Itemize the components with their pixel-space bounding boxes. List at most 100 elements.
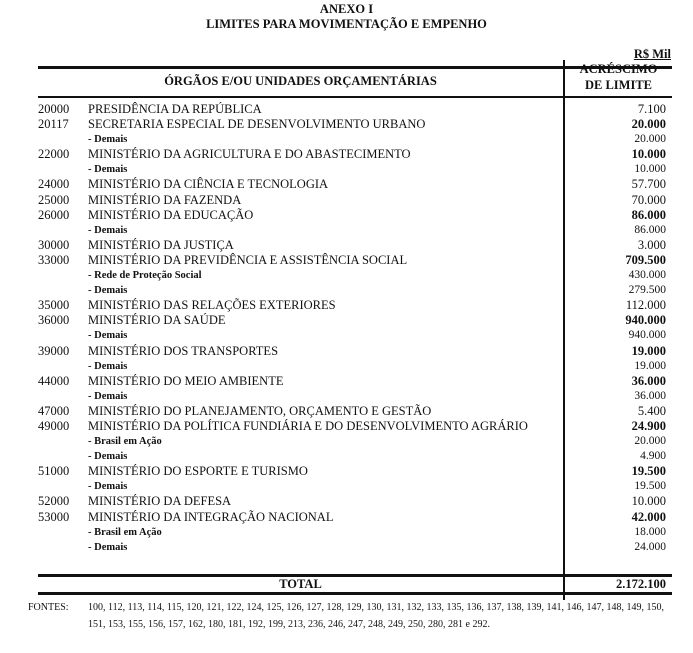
annex-subtitle: LIMITES PARA MOVIMENTAÇÃO E EMPENHO <box>206 17 487 31</box>
row-name: MINISTÉRIO DA EDUCAÇÃO <box>88 207 254 222</box>
row-code: 22000 <box>38 147 70 162</box>
table-row: 33000 MINISTÉRIO DA PREVIDÊNCIA E ASSISTÊ… <box>38 253 672 268</box>
column-header-value-line1: ACRÉSCIMO <box>579 62 658 76</box>
table-row: 36000 MINISTÉRIO DA SAÚDE 940.000 <box>38 313 672 328</box>
table-row: 44000 MINISTÉRIO DO MEIO AMBIENTE 36.000 <box>38 374 672 389</box>
row-value: 279.500 <box>628 284 666 297</box>
table-row: 25000 MINISTÉRIO DA FAZENDA 70.000 <box>38 193 672 208</box>
row-name: MINISTÉRIO DO MEIO AMBIENTE <box>88 373 284 388</box>
row-value: 36.000 <box>634 389 666 402</box>
row-code: 47000 <box>38 403 70 418</box>
row-name: - Demais <box>88 224 128 236</box>
row-code: 20000 <box>38 102 70 116</box>
row-name: MINISTÉRIO DA AGRICULTURA E DO ABASTECIM… <box>88 147 411 162</box>
table-subrow: - Brasil em Ação 20.000 <box>38 434 672 449</box>
total-label: TOTAL <box>279 577 322 591</box>
row-name: MINISTÉRIO DA DEFESA <box>88 494 232 509</box>
row-value: 19.500 <box>634 480 666 493</box>
row-name: - Brasil em Ação <box>88 436 162 448</box>
table-subrow: - Demais 279.500 <box>38 283 672 298</box>
row-value: 36.000 <box>631 373 666 388</box>
row-name: MINISTÉRIO DA POLÍTICA FUNDIÁRIA E DO DE… <box>88 418 528 433</box>
row-name: - Demais <box>88 451 128 463</box>
annex-title: ANEXO I <box>319 2 374 16</box>
row-name: MINISTÉRIO DAS RELAÇÕES EXTERIORES <box>88 298 336 313</box>
row-name: - Demais <box>88 164 128 176</box>
row-name: PRESIDÊNCIA DA REPÚBLICA <box>88 102 262 116</box>
table-subrow: - Demais 940.000 <box>38 328 672 343</box>
table-subrow: - Demais 20.000 <box>38 132 672 147</box>
row-value: 70.000 <box>631 192 666 207</box>
row-name: - Demais <box>88 541 128 553</box>
table-subrow: - Demais 36.000 <box>38 389 672 404</box>
row-value: 10.000 <box>631 147 666 162</box>
row-name: - Demais <box>88 330 128 342</box>
table-row: 53000 MINISTÉRIO DA INTEGRAÇÃO NACIONAL 42… <box>38 510 672 525</box>
row-name: - Demais <box>88 481 128 493</box>
table-body: 20000 PRESIDÊNCIA DA REPÚBLICA 7.100 20117 S… <box>38 102 672 555</box>
column-header-org: ÓRGÃOS E/OU UNIDADES ORÇAMENTÁRIAS <box>164 74 437 88</box>
row-value: 112.000 <box>625 298 666 313</box>
row-value: 7.100 <box>637 102 666 116</box>
row-value: 42.000 <box>631 509 666 524</box>
row-value: 18.000 <box>634 525 666 538</box>
row-value: 86.000 <box>631 207 666 222</box>
row-name: MINISTÉRIO DO PLANEJAMENTO, ORÇAMENTO E … <box>88 403 432 418</box>
table-row: 20000 PRESIDÊNCIA DA REPÚBLICA 7.100 <box>38 102 672 117</box>
row-name: - Demais <box>88 360 128 372</box>
table-top-rule <box>38 66 672 69</box>
table-subrow: - Demais 19.500 <box>38 479 672 494</box>
row-name: SECRETARIA ESPECIAL DE DESENVOLVIMENTO U… <box>88 117 426 132</box>
header-bottom-rule <box>38 96 672 98</box>
table-row: 51000 MINISTÉRIO DO ESPORTE E TURISMO 19.5… <box>38 464 672 479</box>
row-value: 10.000 <box>631 494 666 509</box>
row-value: 940.000 <box>628 329 666 342</box>
row-name: MINISTÉRIO DOS TRANSPORTES <box>88 343 279 358</box>
table-subrow: - Rede de Proteção Social 430.000 <box>38 268 672 283</box>
fontes-line-1: 100, 112, 113, 114, 115, 120, 121, 122, … <box>88 602 665 613</box>
table-subrow: - Demais 10.000 <box>38 162 672 177</box>
row-code: 20117 <box>38 117 69 132</box>
fontes-label: FONTES: <box>28 602 69 613</box>
table-row: 20117 SECRETARIA ESPECIAL DE DESENVOLVIME… <box>38 117 672 132</box>
table-row: 22000 MINISTÉRIO DA AGRICULTURA E DO ABAS… <box>38 147 672 162</box>
row-value: 24.000 <box>634 540 666 553</box>
row-code: 36000 <box>38 313 70 328</box>
table-subrow: - Demais 4.900 <box>38 449 672 464</box>
row-name: - Demais <box>88 285 128 297</box>
row-code: 53000 <box>38 509 70 524</box>
table-row: 52000 MINISTÉRIO DA DEFESA 10.000 <box>38 494 672 509</box>
row-value: 940.000 <box>625 313 666 328</box>
row-value: 4.900 <box>640 450 666 463</box>
row-code: 51000 <box>38 464 70 479</box>
row-value: 86.000 <box>634 223 666 236</box>
total-bottom-rule <box>38 592 672 595</box>
row-code: 39000 <box>38 343 70 358</box>
row-value: 20.000 <box>634 133 666 146</box>
table-row: 26000 MINISTÉRIO DA EDUCAÇÃO 86.000 <box>38 208 672 223</box>
row-value: 709.500 <box>625 252 666 267</box>
row-code: 35000 <box>38 298 70 313</box>
row-name: - Demais <box>88 390 128 402</box>
row-code: 25000 <box>38 192 70 207</box>
column-divider <box>563 60 565 600</box>
row-name: MINISTÉRIO DO ESPORTE E TURISMO <box>88 464 308 479</box>
row-value: 57.700 <box>631 177 666 192</box>
column-header-value-line2: DE LIMITE <box>584 78 653 92</box>
row-code: 33000 <box>38 252 70 267</box>
fontes-line-2: 151, 153, 155, 156, 157, 162, 180, 181, … <box>88 619 490 630</box>
total-value: 2.172.100 <box>616 577 666 591</box>
row-code: 24000 <box>38 177 70 192</box>
row-value: 20.000 <box>634 435 666 448</box>
row-value: 19.000 <box>634 359 666 372</box>
row-code: 49000 <box>38 418 70 433</box>
row-name: - Demais <box>88 134 128 146</box>
total-top-rule <box>38 574 672 577</box>
row-value: 5.400 <box>637 403 666 418</box>
row-value: 10.000 <box>634 163 666 176</box>
row-value: 19.500 <box>631 464 666 479</box>
row-value: 20.000 <box>631 117 666 132</box>
row-name: MINISTÉRIO DA JUSTIÇA <box>88 237 234 252</box>
row-name: - Brasil em Ação <box>88 526 162 538</box>
row-code: 30000 <box>38 237 70 252</box>
